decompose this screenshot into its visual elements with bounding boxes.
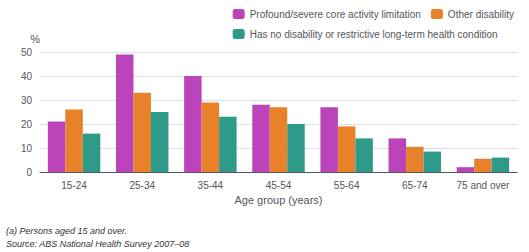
svg-text:75 and over: 75 and over xyxy=(457,180,510,191)
svg-text:50: 50 xyxy=(21,47,33,58)
svg-text:0: 0 xyxy=(26,167,32,178)
svg-text:45-54: 45-54 xyxy=(266,180,292,191)
svg-text:Age group (years): Age group (years) xyxy=(234,194,322,206)
svg-text:Other disability: Other disability xyxy=(448,9,514,20)
svg-text:25-34: 25-34 xyxy=(129,180,155,191)
svg-text:20: 20 xyxy=(21,119,33,130)
svg-text:35-44: 35-44 xyxy=(198,180,224,191)
svg-text:Source: ABS National Health Su: Source: ABS National Health Survey 2007–… xyxy=(6,239,189,249)
svg-text:30: 30 xyxy=(21,95,33,106)
svg-text:65-74: 65-74 xyxy=(402,180,428,191)
svg-text:%: % xyxy=(30,33,40,45)
svg-text:15-24: 15-24 xyxy=(61,180,87,191)
svg-text:Has no disability or restricti: Has no disability or restrictive long-te… xyxy=(250,29,498,40)
svg-text:(a) Persons aged 15 and over.: (a) Persons aged 15 and over. xyxy=(6,226,127,236)
svg-text:40: 40 xyxy=(21,71,33,82)
svg-text:Profound/severe core activity: Profound/severe core activity limitation xyxy=(250,9,421,20)
svg-text:10: 10 xyxy=(21,143,33,154)
svg-text:55-64: 55-64 xyxy=(334,180,360,191)
